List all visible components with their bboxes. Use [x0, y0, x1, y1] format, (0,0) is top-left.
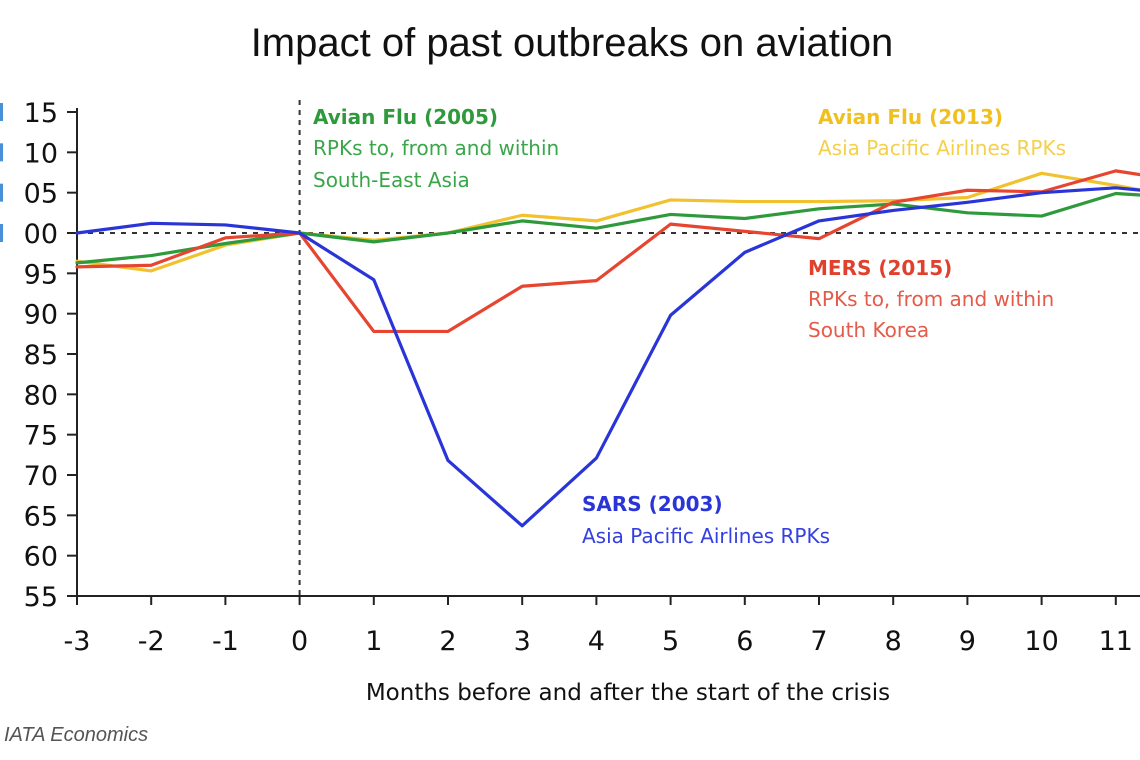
annotation-mers-2015: MERS (2015) RPKs to, from and within Sou… — [808, 256, 1054, 342]
annotation-title: Avian Flu (2005) — [313, 105, 498, 129]
x-tick-label: -3 — [64, 626, 91, 657]
y-tick-label-cropped-digit — [0, 183, 3, 202]
annotation-line: South Korea — [808, 318, 929, 342]
x-tick-label: 4 — [588, 626, 605, 657]
annotation-avian-flu-2005: Avian Flu (2005) RPKs to, from and withi… — [313, 105, 559, 192]
y-tick-label: 85 — [24, 340, 58, 371]
x-tick-label: 7 — [810, 626, 827, 657]
x-axis-ticks: -3 -2 -1 0 1 2 3 4 5 6 7 8 9 10 11 — [64, 596, 1133, 657]
y-tick-label: 70 — [24, 461, 58, 492]
y-tick-label-cropped-digit — [0, 103, 3, 121]
annotation-avian-flu-2013: Avian Flu (2013) Asia Pacific Airlines R… — [818, 105, 1066, 160]
annotation-line: South-East Asia — [313, 168, 470, 192]
x-tick-label: 2 — [439, 626, 456, 657]
y-axis-ticks: 55 60 65 70 75 80 85 90 95 00 05 10 15 — [0, 98, 77, 613]
x-tick-label: 0 — [291, 626, 308, 657]
x-axis-label: Months before and after the start of the… — [366, 680, 890, 706]
x-tick-label: -1 — [212, 626, 239, 657]
y-tick-label: 65 — [24, 501, 58, 532]
y-tick-label: 55 — [24, 582, 58, 613]
annotation-line: Asia Pacific Airlines RPKs — [818, 136, 1066, 160]
y-tick-label-cropped-digit — [0, 224, 3, 242]
annotation-title: Avian Flu (2013) — [818, 105, 1003, 129]
y-tick-label: 05 — [24, 179, 58, 210]
y-tick-label: 80 — [24, 380, 58, 411]
axes — [67, 108, 1140, 597]
y-tick-label: 10 — [24, 138, 58, 169]
x-tick-label: -2 — [138, 626, 165, 657]
annotation-title: SARS (2003) — [582, 492, 723, 516]
y-tick-label: 00 — [24, 219, 58, 250]
y-tick-label: 95 — [24, 259, 58, 290]
annotation-line: RPKs to, from and within — [313, 136, 559, 160]
y-tick-label: 75 — [24, 421, 58, 452]
series-line-mers-2015 — [75, 169, 1140, 334]
y-tick-label: 60 — [24, 542, 58, 573]
annotation-title: MERS (2015) — [808, 256, 952, 280]
x-tick-label: 10 — [1024, 626, 1058, 657]
x-tick-label: 9 — [959, 626, 976, 657]
annotation-line: Asia Pacific Airlines RPKs — [582, 524, 830, 548]
series-line-sars-2003 — [75, 186, 1140, 528]
x-tick-label: 6 — [736, 626, 753, 657]
y-tick-label: 90 — [24, 300, 58, 331]
y-tick-label-cropped-digit — [0, 143, 3, 162]
annotation-sars-2003: SARS (2003) Asia Pacific Airlines RPKs — [582, 492, 830, 548]
source-note: IATA Economics — [4, 724, 148, 746]
series-line-avian-flu-2013 — [75, 171, 1140, 273]
y-tick-label: 15 — [24, 98, 58, 129]
series-line-avian-flu-2005 — [75, 191, 1140, 265]
x-tick-label: 1 — [365, 626, 382, 657]
x-tick-label: 8 — [885, 626, 902, 657]
x-tick-label: 3 — [514, 626, 531, 657]
x-tick-label: 5 — [662, 626, 679, 657]
annotation-line: RPKs to, from and within — [808, 287, 1054, 311]
x-tick-label: 11 — [1099, 626, 1133, 657]
series-lines — [75, 169, 1140, 528]
chart-title: Impact of past outbreaks on aviation — [251, 21, 894, 65]
reference-lines — [77, 100, 1140, 596]
